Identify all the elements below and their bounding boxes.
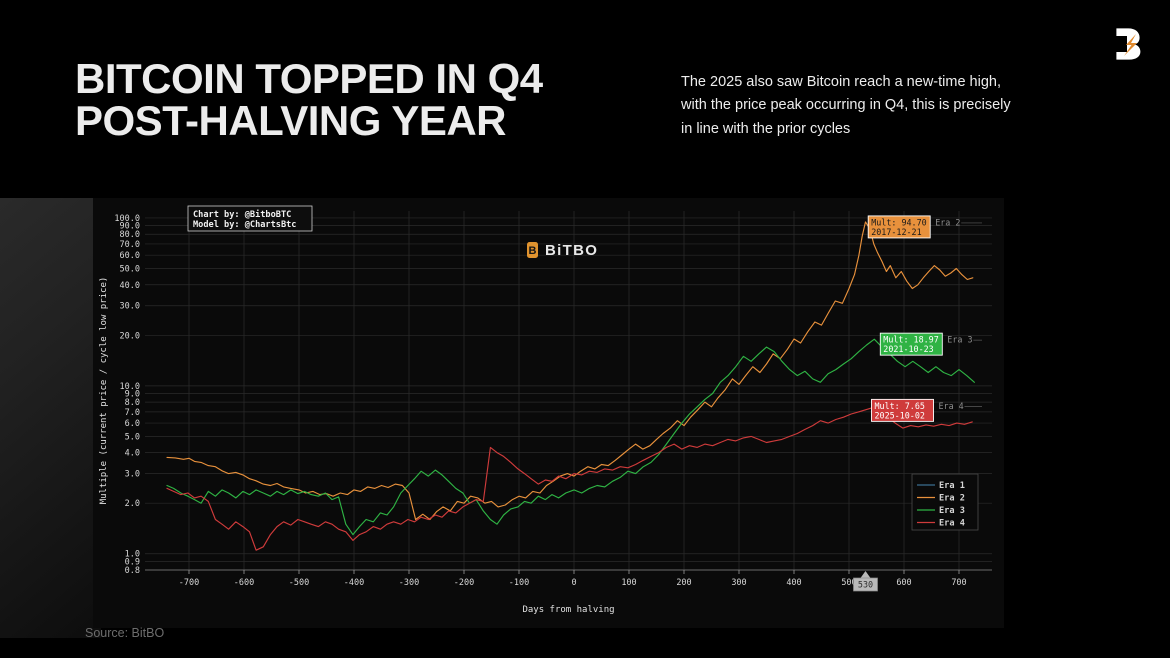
annotation-era-label: Era 2	[935, 217, 960, 227]
chart-panel[interactable]: 100.0 90.0 80.0 70.0 60.0 50.0 40.0 30.0 20.0 10.…	[93, 198, 1004, 628]
y-tick-label: 0.9	[125, 557, 140, 567]
y-tick-label: 70.0	[120, 240, 140, 250]
bitcoin-coin-glyph: B	[529, 245, 537, 257]
annotation-box	[871, 398, 934, 422]
y-tick-label: 20.0	[120, 331, 140, 341]
cursor-pointer	[860, 571, 871, 578]
x-tick-label: 0	[571, 578, 576, 588]
source-label: Source: BitBO	[85, 626, 165, 640]
y-tick-label: 10.0	[120, 382, 140, 392]
x-tick-label: 700	[951, 578, 966, 588]
y-tick-label: 50.0	[120, 264, 140, 274]
bitbo-watermark: B BiTBO	[527, 242, 598, 259]
left-gradient-slab	[0, 198, 101, 638]
annotation-era-label: Era 4	[939, 401, 964, 411]
annotation-era-label: Era 3	[947, 335, 972, 345]
series-line-era2	[166, 221, 974, 521]
cursor-value: 530	[858, 580, 873, 590]
subtitle-line-3: in line with the prior cycles	[681, 120, 851, 137]
subtitle-line-1: The 2025 also saw Bitcoin reach a new-ti…	[681, 74, 1001, 90]
y-tick-label: 4.0	[125, 449, 140, 459]
subtitle: The 2025 also saw Bitcoin reach a new-ti…	[681, 71, 1071, 141]
y-tick-label: 2.0	[125, 499, 140, 509]
header-band	[0, 0, 1170, 198]
annotation-date: 2025-10-02	[875, 410, 925, 420]
y-tick-label: 5.0	[125, 432, 140, 442]
credits-box	[187, 205, 313, 232]
annotation-date: 2017-12-21	[871, 227, 921, 237]
series-line-era4	[166, 404, 973, 551]
x-tick-label: -500	[289, 578, 309, 588]
annotation-box	[867, 215, 931, 239]
annotation-box	[879, 332, 943, 356]
legend-box	[911, 473, 979, 531]
legend-label-1: Era 2	[939, 494, 965, 504]
y-tick-label: 7.0	[125, 408, 140, 418]
x-axis-title: Days from halving	[522, 605, 614, 615]
cursor-box	[853, 577, 878, 592]
legend-label-2: Era 3	[939, 506, 965, 516]
annotation-multiple: Mult: 18.97	[883, 335, 938, 345]
x-tick-label: -700	[179, 578, 199, 588]
y-tick-label: 60.0	[120, 251, 140, 261]
title-line-1: BITCOIN TOPPED IN Q4	[75, 55, 543, 102]
bitbo-b-logo-icon	[1115, 28, 1141, 60]
y-tick-label: 8.0	[125, 398, 140, 408]
y-tick-label: 90.0	[120, 222, 140, 232]
y-tick-label: 9.0	[125, 390, 140, 400]
credits-line-1: Chart by: @BitboBTC	[193, 209, 291, 220]
x-tick-label: -100	[509, 578, 529, 588]
y-tick-label: 40.0	[120, 281, 140, 291]
y-tick-label: 30.0	[120, 302, 140, 312]
page-title: BITCOIN TOPPED IN Q4 POST-HALVING YEAR	[75, 58, 675, 142]
annotation-date: 2021-10-23	[883, 344, 933, 354]
y-tick-label: 1.0	[125, 550, 140, 560]
x-tick-label: -600	[234, 578, 254, 588]
x-tick-label: 300	[731, 578, 746, 588]
x-tick-label: 600	[896, 578, 911, 588]
x-tick-label: 200	[676, 578, 691, 588]
x-tick-label: 400	[786, 578, 801, 588]
legend-label-3: Era 4	[939, 519, 965, 529]
legend-label-0: Era 1	[939, 481, 965, 491]
x-tick-label: -200	[454, 578, 474, 588]
x-tick-label: 100	[621, 578, 636, 588]
y-tick-label: 0.8	[125, 566, 140, 576]
annotation-multiple: Mult: 94.70	[871, 217, 926, 227]
y-tick-label: 3.0	[125, 470, 140, 480]
title-line-2: POST-HALVING YEAR	[75, 97, 507, 144]
x-tick-label: -300	[399, 578, 419, 588]
watermark-text: BiTBO	[545, 242, 598, 259]
y-tick-label: 100.0	[114, 214, 140, 224]
plot-background	[93, 198, 1004, 628]
series-line-era3	[166, 338, 975, 536]
annotation-multiple: Mult: 7.65	[875, 401, 925, 411]
x-tick-label: 500	[841, 578, 856, 588]
x-tick-label: -400	[344, 578, 364, 588]
y-tick-label: 6.0	[125, 419, 140, 429]
credits-line-2: Model by: @ChartsBtc	[193, 220, 296, 230]
subtitle-line-2: with the price peak occurring in Q4, thi…	[681, 97, 1011, 114]
y-tick-label: 80.0	[120, 230, 140, 240]
bitcoin-coin-icon	[527, 242, 538, 258]
x-axis-cursor-marker[interactable]: 530	[853, 571, 878, 592]
y-axis-title: Multiple (current price / cycle low pric…	[99, 277, 109, 505]
